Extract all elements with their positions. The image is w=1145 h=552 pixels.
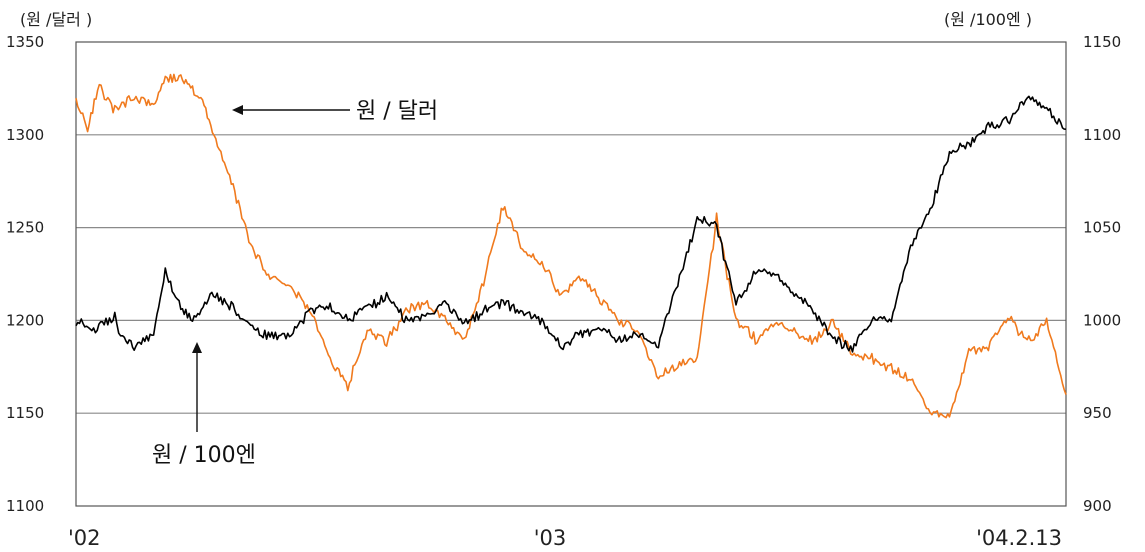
right-axis-tick-label: 1050 — [1083, 219, 1121, 237]
left-axis-tick-label: 1250 — [6, 219, 44, 237]
jpy-annotation-arrowhead — [192, 342, 202, 353]
left-axis-tick-label: 1200 — [6, 311, 44, 329]
plot-area-frame — [75, 41, 1067, 507]
x-axis-tick-label: '04.2.13 — [976, 526, 1062, 550]
x-axis-ticks: '02 '03 '04.2.13 — [68, 526, 1062, 550]
right-axis-unit-label: (원 /100엔 ) — [944, 10, 1032, 29]
right-axis-tick-label: 900 — [1083, 497, 1112, 515]
right-axis-tick-label: 1100 — [1083, 126, 1121, 144]
left-axis-tick-label: 1300 — [6, 126, 44, 144]
left-axis-ticks: 1350 1300 1250 1200 1150 1100 — [6, 33, 44, 515]
x-axis-tick-label: '02 — [68, 526, 101, 550]
left-axis-tick-label: 1100 — [6, 497, 44, 515]
jpy-series-annotation: 원 / 100엔 — [152, 443, 256, 468]
left-axis-tick-label: 1350 — [6, 33, 44, 51]
left-axis-unit-label: (원 /달러 ) — [20, 10, 92, 29]
usd-annotation-arrowhead — [232, 105, 243, 115]
right-axis-ticks: 1150 1100 1050 1000 950 900 — [1083, 33, 1121, 515]
right-axis-tick-label: 1000 — [1083, 311, 1121, 329]
usd-krw-series-line — [75, 73, 1067, 419]
usd-series-annotation: 원 / 달러 — [356, 99, 438, 124]
series-layer — [75, 73, 1067, 419]
right-axis-tick-label: 950 — [1083, 404, 1112, 422]
left-axis-tick-label: 1150 — [6, 404, 44, 422]
gridlines — [76, 134, 1066, 414]
x-axis-tick-label: '03 — [534, 526, 567, 550]
jpy-krw-series-line — [75, 95, 1067, 353]
right-axis-tick-label: 1150 — [1083, 33, 1121, 51]
